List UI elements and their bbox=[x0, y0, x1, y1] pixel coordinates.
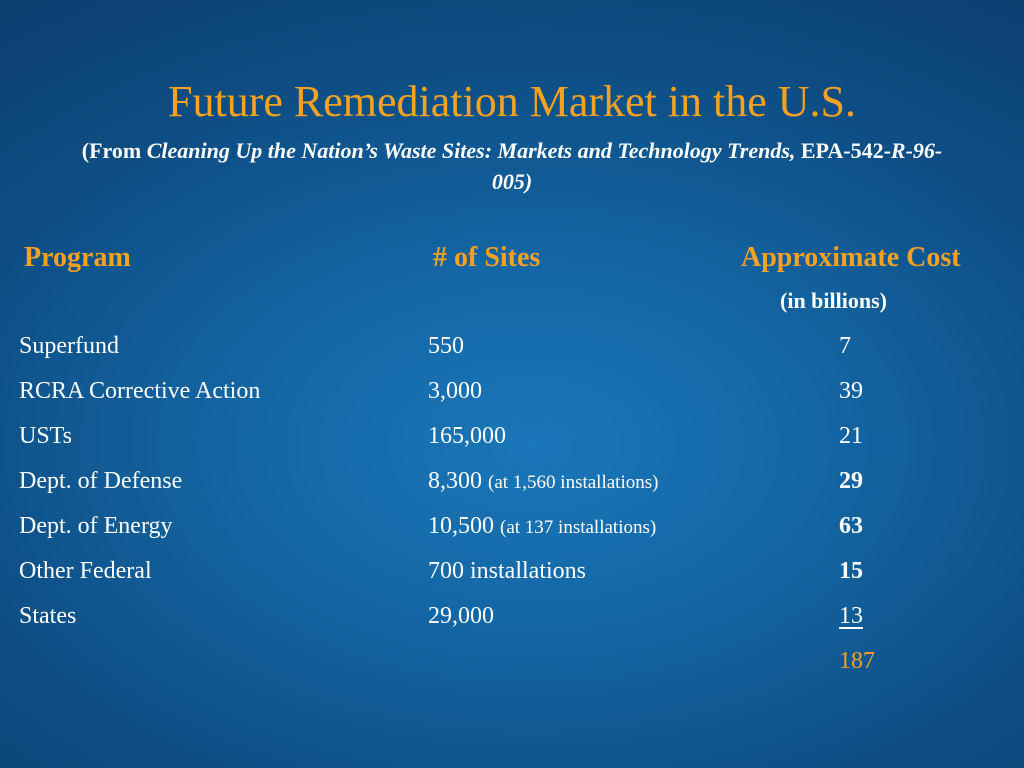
table-row: Dept. of Energy 10,500 (at 137 installat… bbox=[0, 510, 1024, 555]
sites-cell: 550 bbox=[428, 330, 464, 362]
cost-cell: 15 bbox=[839, 558, 863, 584]
table-row: States 29,000 13 bbox=[0, 600, 1024, 645]
sites-value: 700 installations bbox=[428, 558, 586, 584]
sites-value: 8,300 bbox=[428, 468, 482, 494]
table-row: Superfund 550 7 bbox=[0, 330, 1024, 375]
cost-cell: 63 bbox=[839, 513, 863, 539]
sites-cell: 700 installations bbox=[428, 555, 586, 587]
program-cell: Dept. of Energy bbox=[19, 513, 173, 539]
program-cell: Superfund bbox=[19, 333, 119, 359]
sites-value: 550 bbox=[428, 333, 464, 359]
sites-value: 165,000 bbox=[428, 423, 506, 449]
cost-cell: 39 bbox=[839, 378, 863, 404]
header-sites: # of Sites bbox=[433, 242, 541, 273]
table-row: Dept. of Defense 8,300 (at 1,560 install… bbox=[0, 465, 1024, 510]
program-cell: Dept. of Defense bbox=[19, 468, 183, 494]
sites-value: 29,000 bbox=[428, 603, 494, 629]
sites-cell: 29,000 bbox=[428, 600, 494, 632]
program-cell: States bbox=[19, 603, 77, 629]
header-program: Program bbox=[24, 242, 131, 273]
cost-cell: 21 bbox=[839, 423, 863, 449]
cost-cell: 29 bbox=[839, 468, 863, 494]
cost-cell: 7 bbox=[839, 333, 851, 359]
slide-title: Future Remediation Market in the U.S. bbox=[168, 77, 856, 126]
sites-note: (at 1,560 installations) bbox=[488, 472, 659, 493]
sites-cell: 3,000 bbox=[428, 375, 482, 407]
sites-cell: 8,300 (at 1,560 installations) bbox=[428, 465, 658, 499]
table-row: Other Federal 700 installations 15 bbox=[0, 555, 1024, 600]
header-cost: Approximate Cost bbox=[741, 242, 961, 273]
header-cost-unit: (in billions) bbox=[780, 288, 887, 313]
subtitle-from: (From bbox=[81, 138, 147, 163]
total-cost: 187 bbox=[839, 648, 875, 674]
slide-subtitle: (From Cleaning Up the Nation’s Waste Sit… bbox=[70, 135, 954, 197]
sites-value: 3,000 bbox=[428, 378, 482, 404]
program-cell: Other Federal bbox=[19, 558, 152, 584]
sites-note: (at 137 installations) bbox=[500, 517, 657, 538]
subtitle-source-title: Cleaning Up the Nation’s Waste Sites: Ma… bbox=[146, 138, 796, 163]
cost-cell: 13 bbox=[839, 603, 863, 629]
table-row: RCRA Corrective Action 3,000 39 bbox=[0, 375, 1024, 420]
program-cell: RCRA Corrective Action bbox=[19, 378, 261, 404]
sites-cell: 10,500 (at 137 installations) bbox=[428, 510, 656, 544]
sites-cell: 165,000 bbox=[428, 420, 506, 452]
subtitle-epa-suffix: R-96-005) bbox=[491, 138, 943, 194]
sites-value: 10,500 bbox=[428, 513, 494, 539]
table-row: USTs 165,000 21 bbox=[0, 420, 1024, 465]
subtitle-epa-prefix: EPA-542- bbox=[795, 138, 891, 163]
program-cell: USTs bbox=[19, 423, 73, 449]
